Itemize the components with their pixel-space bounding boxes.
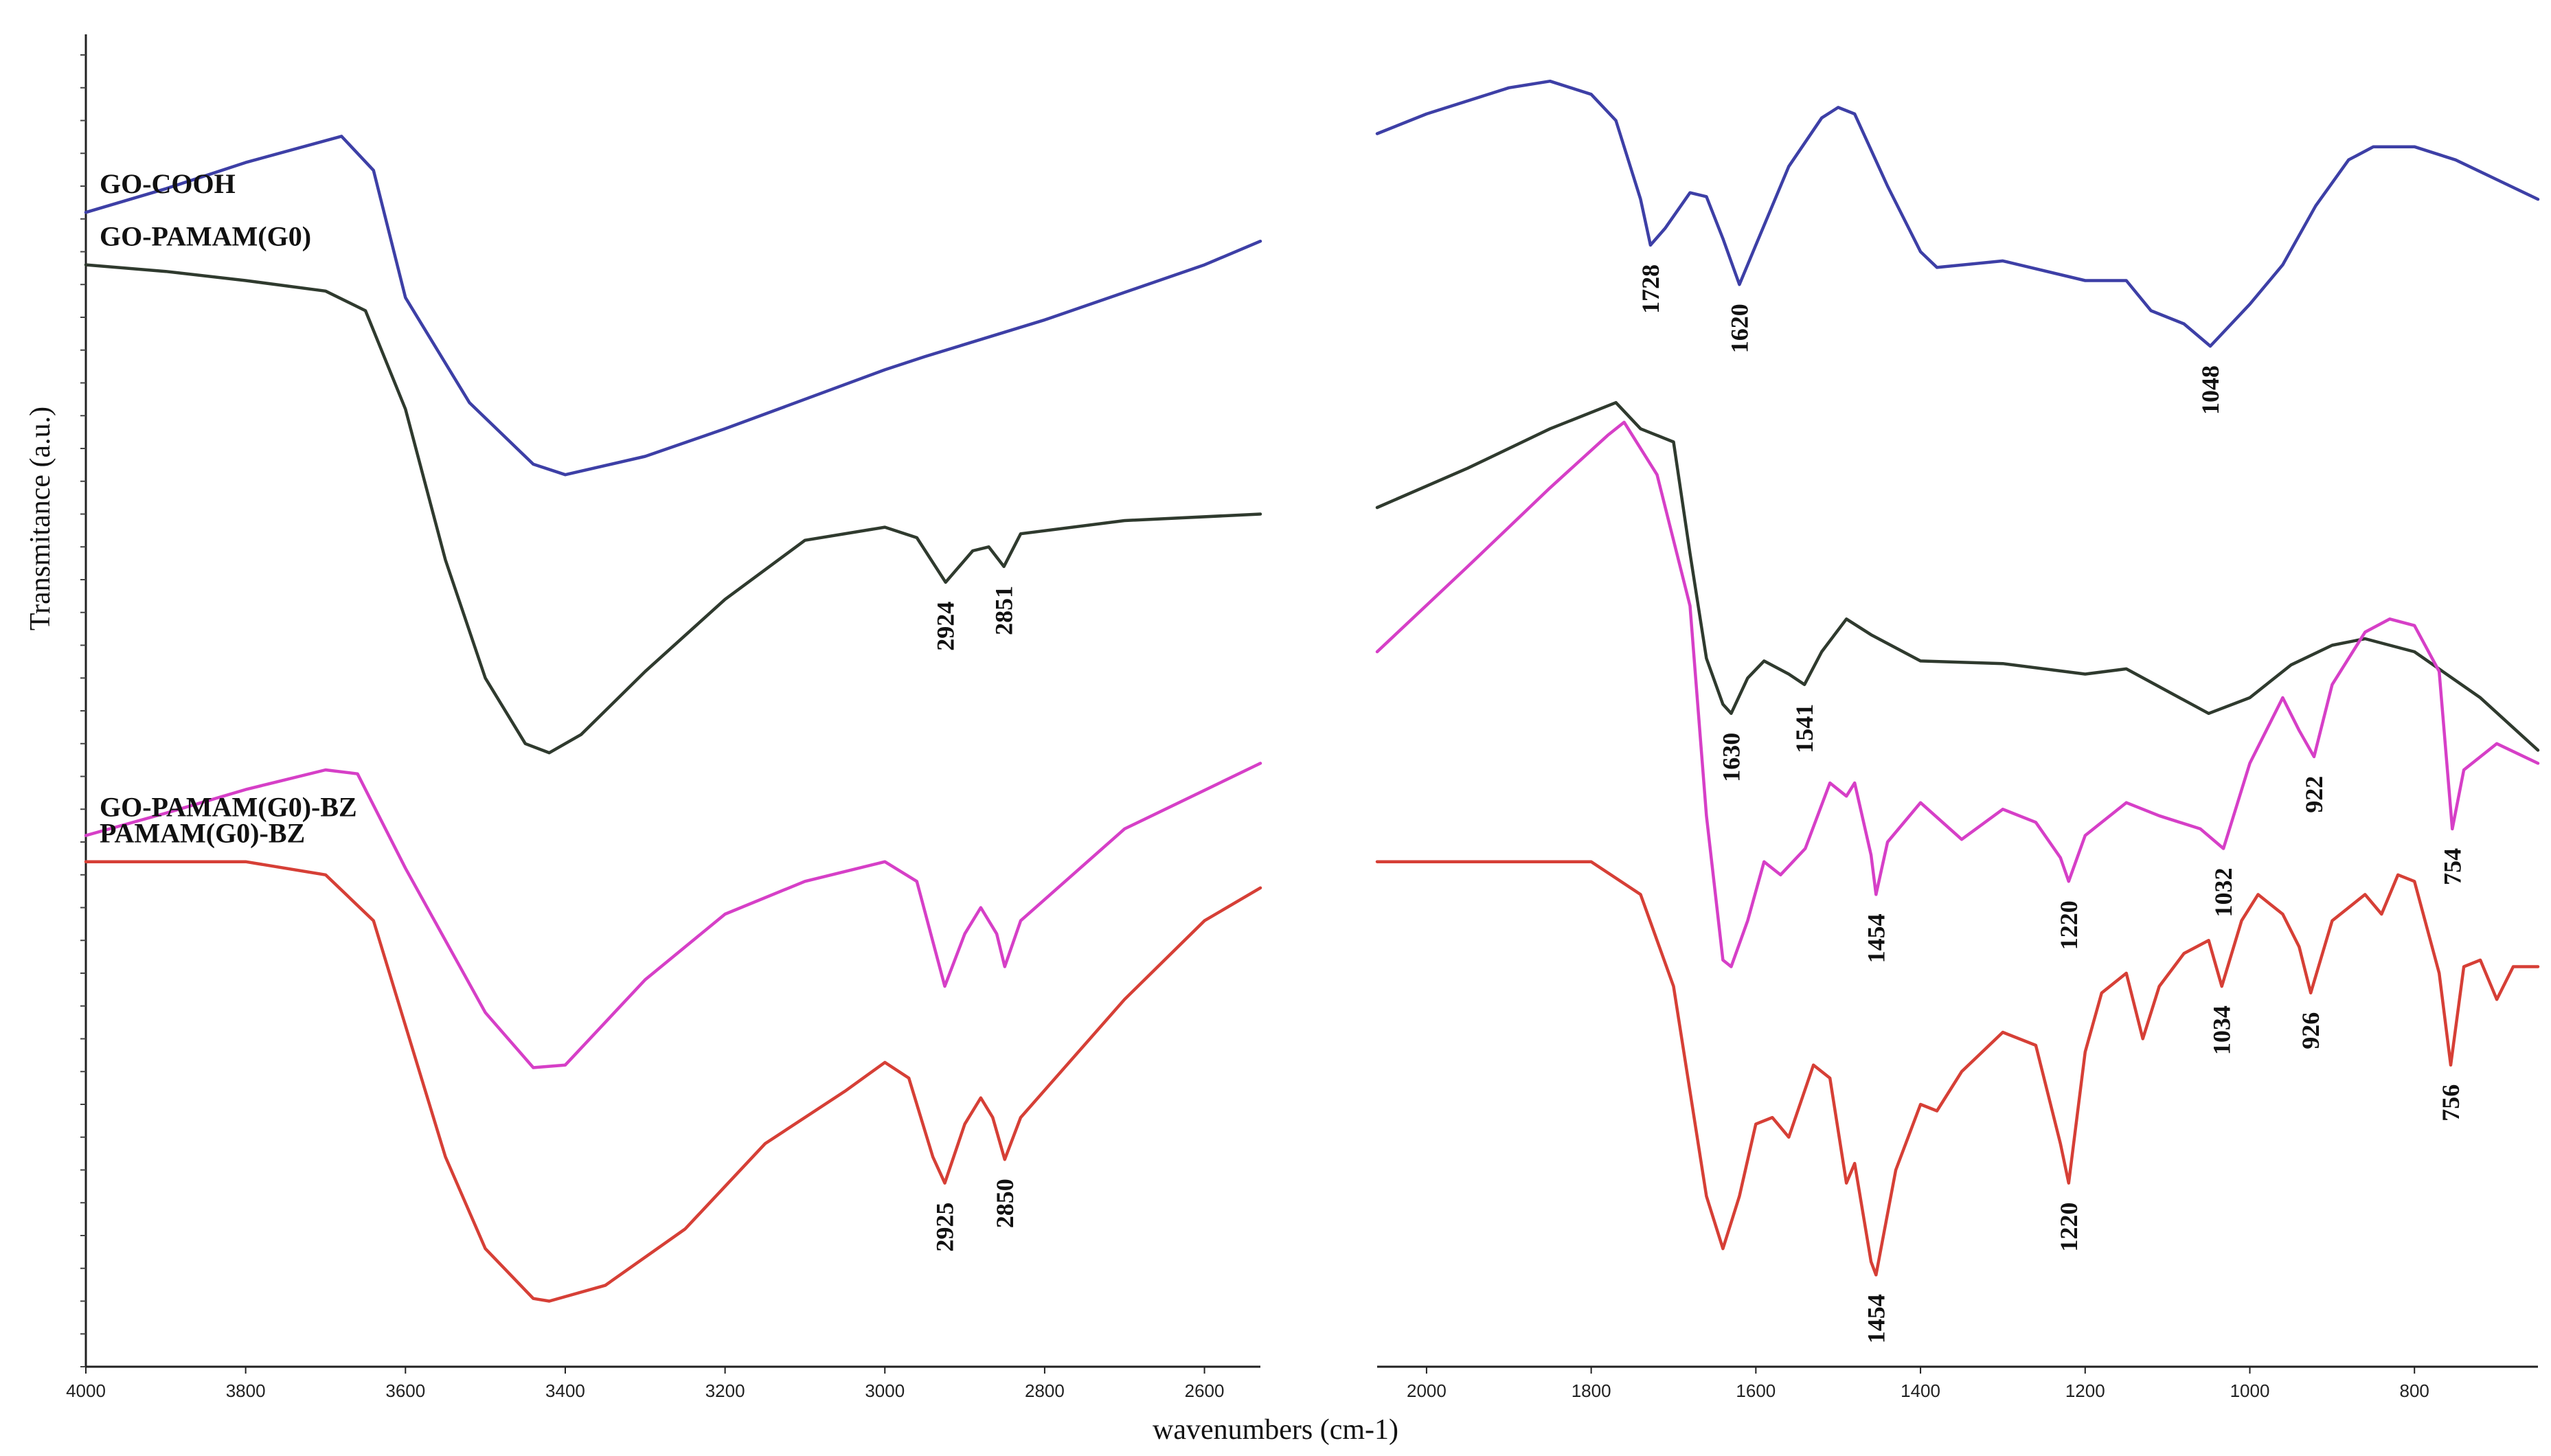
x-tick-label: 800 (2400, 1380, 2429, 1401)
peak-label-1048: 1048 (2197, 365, 2224, 415)
x-tick-label: 2600 (1185, 1380, 1225, 1401)
x-tick-label: 3200 (705, 1380, 745, 1401)
series-label-go-pamam-g0-bz: GO-PAMAM(G0)-BZ (100, 792, 357, 823)
x-axis-title: wavenumbers (cm-1) (1153, 1414, 1398, 1446)
left-y-ticks (80, 54, 86, 1367)
x-tick-label: 1200 (2065, 1380, 2105, 1401)
x-tick-label: 1800 (1572, 1380, 1611, 1401)
peak-label-2851: 2851 (990, 586, 1018, 635)
series-line-go-cooh-right (1375, 79, 2540, 348)
series-label-go-cooh: GO-COOH (100, 168, 236, 199)
right-x-ticks: 2000 1800 1600 1400 1200 1000 800 (1407, 1367, 2429, 1401)
peak-label-2850: 2850 (991, 1179, 1019, 1228)
peak-label-1454: 1454 (1862, 913, 1890, 963)
x-tick-label: 2000 (1407, 1380, 1447, 1401)
right-peak-labels: 1728 1620 1048 1630 1541 1454 1220 1032 922 754 14… (1637, 264, 2466, 1343)
peak-label-2925: 2925 (931, 1203, 959, 1252)
x-tick-label: 3000 (865, 1380, 905, 1401)
series-line-go-pamam-g0-left (84, 263, 1262, 755)
left-x-ticks: 4000 3800 3600 3400 3200 3000 2800 2600 (66, 1367, 1224, 1401)
peak-label-1220: 1220 (2055, 900, 2083, 950)
x-tick-label: 1000 (2230, 1380, 2270, 1401)
left-peak-labels: 2924 2851 2925 2850 (931, 586, 1019, 1252)
peak-label-1034: 1034 (2208, 1005, 2236, 1055)
y-axis-title: Transmitance (a.u.) (25, 407, 56, 630)
left-panel: 4000 3800 3600 3400 3200 3000 2800 2600 2924 285… (66, 34, 1262, 1401)
series-label-pamam-g0-bz: PAMAM(G0)-BZ (100, 818, 305, 849)
peak-label-754: 754 (2438, 848, 2466, 885)
peak-label-922: 922 (2300, 776, 2328, 813)
x-tick-label: 1600 (1736, 1380, 1776, 1401)
x-tick-label: 4000 (66, 1380, 106, 1401)
peak-label-1220: 1220 (2055, 1203, 2083, 1252)
peak-label-2924: 2924 (932, 602, 960, 651)
series-label-go-pamam-g0: GO-PAMAM(G0) (100, 221, 311, 252)
series-labels: GO-COOH GO-PAMAM(G0) GO-PAMAM(G0)-BZPAMAM(… (100, 168, 357, 848)
peak-label-1454: 1454 (1862, 1294, 1890, 1343)
x-tick-label: 3600 (385, 1380, 425, 1401)
series-line-go-pamam-g0-bz-right (1375, 420, 2540, 968)
peak-label-1032: 1032 (2210, 868, 2237, 918)
peak-label-1541: 1541 (1791, 704, 1818, 753)
left-series (84, 135, 1262, 1303)
series-line-pamam-g0-bz-right (1375, 860, 2540, 1277)
x-tick-label: 3400 (545, 1380, 585, 1401)
right-series (1375, 79, 2540, 1277)
series-line-pamam-g0-bz-left (84, 860, 1262, 1303)
peak-label-1620: 1620 (1725, 304, 1753, 353)
series-line-go-cooh-left (84, 135, 1262, 477)
x-tick-label: 3800 (226, 1380, 266, 1401)
peak-label-1630: 1630 (1717, 733, 1745, 782)
x-tick-label: 2800 (1025, 1380, 1065, 1401)
peak-label-756: 756 (2437, 1084, 2464, 1122)
right-panel: 2000 1800 1600 1400 1200 1000 800 1728 1620 1048… (1375, 79, 2540, 1401)
peak-label-926: 926 (2297, 1012, 2324, 1049)
series-line-go-pamam-g0-bz-left (84, 762, 1262, 1069)
x-tick-label: 1400 (1901, 1380, 1940, 1401)
peak-label-1728: 1728 (1637, 264, 1664, 314)
series-line-go-pamam-g0-right (1375, 400, 2540, 752)
